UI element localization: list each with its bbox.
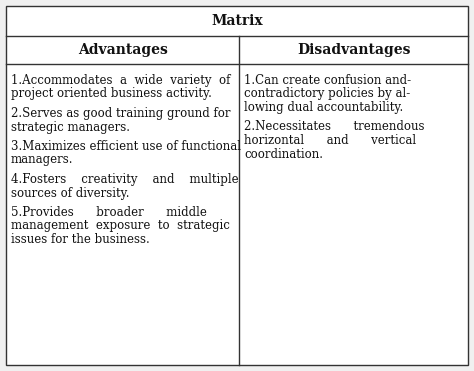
- Text: project oriented business activity.: project oriented business activity.: [11, 88, 212, 101]
- Text: coordination.: coordination.: [245, 148, 323, 161]
- Text: Disadvantages: Disadvantages: [297, 43, 410, 57]
- Text: 4.Fosters    creativity    and    multiple: 4.Fosters creativity and multiple: [11, 173, 238, 186]
- Text: 5.Provides      broader      middle: 5.Provides broader middle: [11, 206, 207, 219]
- Text: issues for the business.: issues for the business.: [11, 233, 150, 246]
- Text: managers.: managers.: [11, 154, 73, 167]
- Text: 3.Maximizes efficient use of functional: 3.Maximizes efficient use of functional: [11, 140, 241, 153]
- Text: lowing dual accountability.: lowing dual accountability.: [245, 101, 404, 114]
- Text: 1.Accommodates  a  wide  variety  of: 1.Accommodates a wide variety of: [11, 74, 230, 87]
- Text: 2.Necessitates      tremendous: 2.Necessitates tremendous: [245, 121, 425, 134]
- Text: Matrix: Matrix: [211, 14, 263, 28]
- Text: Advantages: Advantages: [78, 43, 168, 57]
- Text: strategic managers.: strategic managers.: [11, 121, 130, 134]
- Text: 2.Serves as good training ground for: 2.Serves as good training ground for: [11, 107, 230, 120]
- Text: management  exposure  to  strategic: management exposure to strategic: [11, 220, 230, 233]
- Text: contradictory policies by al-: contradictory policies by al-: [245, 88, 410, 101]
- Text: 1.Can create confusion and-: 1.Can create confusion and-: [245, 74, 411, 87]
- Text: sources of diversity.: sources of diversity.: [11, 187, 129, 200]
- Text: horizontal      and      vertical: horizontal and vertical: [245, 134, 417, 147]
